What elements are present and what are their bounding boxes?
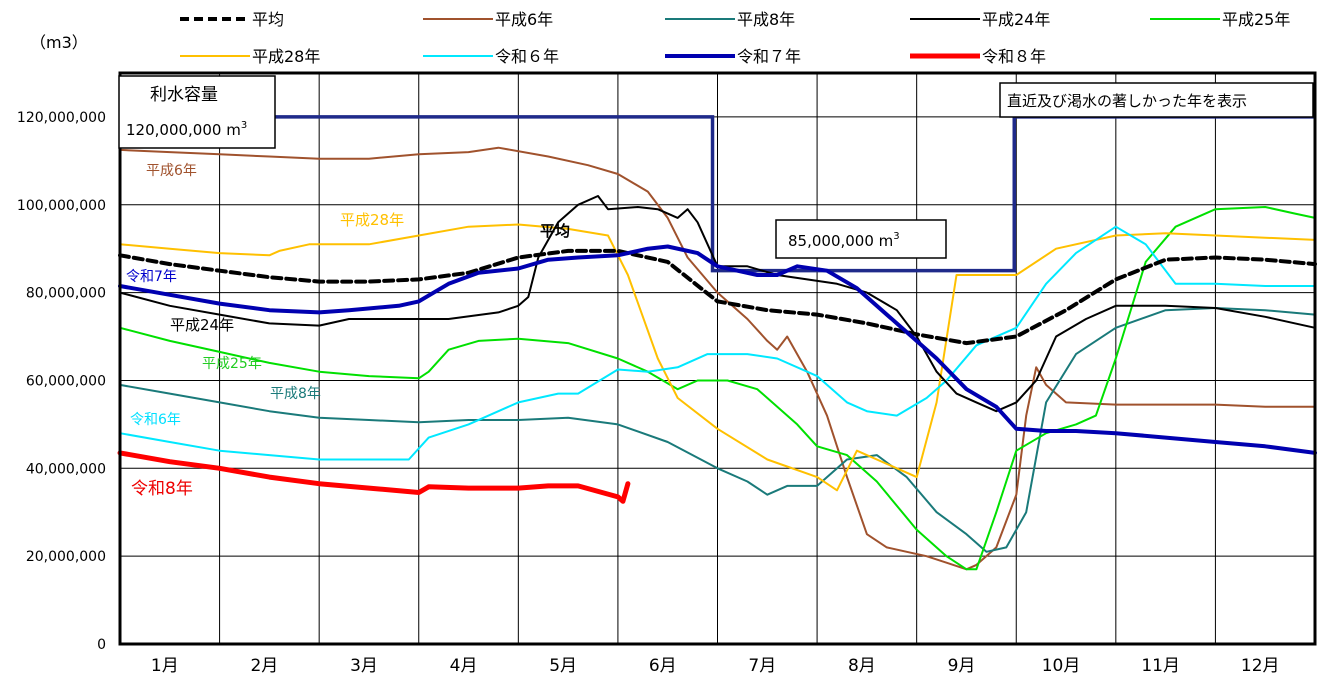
series-line-6 [119, 223, 1316, 492]
legend-label: 令和６年 [495, 47, 559, 66]
note-text: 直近及び渇水の著しかった年を表示 [1007, 92, 1247, 110]
note-box [999, 82, 1314, 118]
y-tick-label: 40,000,000 [26, 461, 106, 477]
legend-label: 令和７年 [737, 47, 801, 66]
series-inline-label: 平成28年 [340, 211, 404, 229]
series-line-3 [119, 307, 1316, 553]
legend-label: 平成8年 [737, 10, 795, 29]
plot-area-frame [118, 71, 1317, 646]
y-tick-label: 60,000,000 [26, 373, 106, 389]
note-annotation: 直近及び渇水の著しかった年を表示 [999, 82, 1314, 118]
series-inline-label: 令和6年 [130, 412, 181, 428]
x-tick-label: 1月 [151, 656, 179, 676]
legend-label: 平成25年 [1222, 10, 1290, 29]
x-tick-label: 9月 [948, 656, 976, 676]
series-line-4 [119, 195, 1316, 413]
x-tick-label: 11月 [1141, 656, 1180, 676]
series-inline-label: 平成6年 [146, 163, 197, 179]
y-axis-ticks: 0 20,000,000 40,000,000 60,000,000 80,000,00… [17, 110, 106, 653]
legend-label: 令和８年 [982, 47, 1046, 66]
x-tick-label: 6月 [649, 656, 677, 676]
x-tick-label: 2月 [250, 656, 278, 676]
x-tick-label: 7月 [748, 656, 776, 676]
x-tick-label: 4月 [450, 656, 478, 676]
x-tick-label: 5月 [549, 656, 577, 676]
legend-label: 平均 [252, 10, 284, 29]
capacity-title: 利水容量 [150, 85, 218, 105]
series-line-9 [117, 450, 631, 504]
series-line-7 [119, 225, 1316, 461]
y-tick-label: 80,000,000 [26, 286, 106, 302]
series-line-5 [119, 206, 1316, 571]
series-inline-label: 平成25年 [202, 356, 262, 372]
series-inline-label: 令和8年 [131, 479, 193, 499]
series-inline-label: 平均 [540, 222, 570, 240]
y-tick-label: 120,000,000 [17, 110, 106, 126]
summer-capacity-annotation: 85,000,000 m3 [775, 219, 947, 259]
legend-label: 平成6年 [495, 10, 553, 29]
x-tick-label: 12月 [1241, 656, 1280, 676]
series-inline-label: 平成24年 [170, 316, 234, 334]
capacity-annotation: 利水容量 120,000,000 m3 [118, 75, 276, 149]
y-axis-unit-label: （m3） [30, 33, 88, 52]
legend-label: 平成28年 [252, 47, 320, 66]
capacity-annotation-box [118, 75, 276, 149]
y-tick-label: 20,000,000 [26, 549, 106, 565]
legend-label: 平成24年 [982, 10, 1050, 29]
x-tick-label: 8月 [848, 656, 876, 676]
series-line-1 [118, 248, 1317, 346]
summer-capacity-box [775, 219, 947, 259]
summer-capacity-value: 85,000,000 m3 [788, 231, 900, 250]
y-tick-label: 0 [97, 637, 106, 653]
series-layer [117, 146, 1317, 571]
series-inline-label: 平成8年 [270, 386, 321, 402]
series-inline-label: 令和7年 [126, 269, 177, 285]
x-tick-label: 10月 [1042, 656, 1081, 676]
y-tick-label: 100,000,000 [17, 198, 106, 214]
x-axis-ticks: 1月 2月 3月 4月 5月 6月 7月 8月 9月 10月 11月 12月 [151, 656, 1280, 676]
series-line-8 [118, 244, 1317, 455]
x-tick-label: 3月 [350, 656, 378, 676]
capacity-value: 120,000,000 m3 [126, 120, 247, 139]
